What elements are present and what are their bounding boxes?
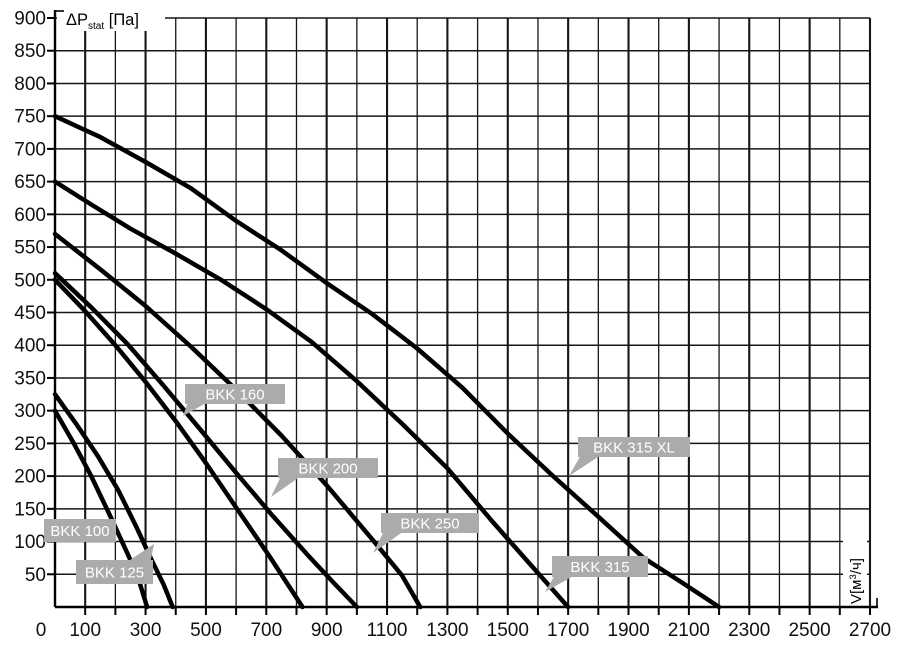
x-tick-label: 900 bbox=[311, 620, 343, 641]
series-label-bkk-100: BKK 100 bbox=[44, 519, 116, 542]
label-text: BKK 200 bbox=[298, 461, 357, 478]
x-tick-label: 100 bbox=[69, 620, 101, 641]
axes bbox=[53, 10, 878, 609]
y-tick-label: 400 bbox=[14, 336, 46, 357]
curve-bkk-200 bbox=[52, 270, 360, 610]
x-tick-label: 1300 bbox=[426, 620, 468, 641]
x-tick-label: 2700 bbox=[849, 620, 891, 641]
y-axis-title: ΔPstat [Па] bbox=[66, 11, 139, 32]
y-tick-label: 900 bbox=[14, 9, 46, 30]
series-label-bkk-160: BKK 160 bbox=[183, 384, 285, 416]
label-pointer bbox=[569, 455, 601, 476]
label-text: BKK 315 bbox=[570, 559, 629, 576]
curve-bkk-250 bbox=[52, 231, 423, 610]
label-box bbox=[44, 519, 116, 542]
label-box bbox=[578, 437, 690, 457]
label-text: BKK 250 bbox=[400, 516, 459, 533]
series-label-bkk-315-xl: BKK 315 XL bbox=[569, 437, 690, 476]
series-label-bkk-125: BKK 125 bbox=[76, 544, 154, 584]
y-tick-label: 50 bbox=[25, 565, 46, 586]
x-tick-label: 1700 bbox=[547, 620, 589, 641]
curve-bkk-125 bbox=[52, 392, 175, 610]
series-labels: BKK 100 BKK 125 BKK 160 BKK 200 BKK 250 BKK 3… bbox=[44, 384, 690, 592]
label-text: BKK 100 bbox=[50, 523, 109, 540]
x-tick-labels: 0 100 300 500 700 900 1100 1300 1500 1700 1900 2100… bbox=[36, 620, 891, 641]
curve-bkk-315 bbox=[52, 179, 571, 610]
y-tick-label: 500 bbox=[14, 270, 46, 291]
label-pointer bbox=[183, 402, 208, 416]
y-axis-label-backdrop bbox=[57, 5, 165, 31]
x-tick-label: 1500 bbox=[487, 620, 529, 641]
curve-bkk-315-xl bbox=[52, 113, 722, 610]
label-box bbox=[185, 384, 285, 404]
y-tick-label: 550 bbox=[14, 238, 46, 259]
x-tick-label: 700 bbox=[250, 620, 282, 641]
label-box bbox=[381, 513, 479, 533]
label-box bbox=[76, 560, 153, 584]
y-tick-label: 700 bbox=[14, 139, 46, 160]
y-tick-label: 450 bbox=[14, 303, 46, 324]
label-text: BKK 315 XL bbox=[593, 440, 675, 457]
x-tick-label: 1900 bbox=[607, 620, 649, 641]
y-tick-label: 750 bbox=[14, 107, 46, 128]
x-tick-label: 1100 bbox=[367, 620, 408, 641]
curve-bkk-160 bbox=[52, 277, 305, 610]
y-tick-label: 200 bbox=[14, 467, 46, 488]
series-label-bkk-250: BKK 250 bbox=[373, 513, 479, 553]
label-text: BKK 125 bbox=[85, 565, 144, 582]
x-axis-label-backdrop bbox=[843, 536, 867, 604]
series-label-bkk-200: BKK 200 bbox=[271, 458, 378, 497]
y-tick-label: 150 bbox=[14, 499, 46, 520]
x-axis-title-group: V[м3/ч] bbox=[848, 558, 865, 604]
label-text: BKK 160 bbox=[205, 387, 264, 404]
label-box bbox=[278, 458, 378, 478]
x-tick-label: 300 bbox=[130, 620, 162, 641]
label-pointer bbox=[373, 531, 404, 553]
y-tick-label: 850 bbox=[14, 41, 46, 62]
x-tick-label: 2300 bbox=[728, 620, 770, 641]
series-label-bkk-315: BKK 315 bbox=[545, 556, 648, 592]
y-tick-label: 300 bbox=[14, 401, 46, 422]
y-tick-label: 100 bbox=[14, 532, 46, 553]
y-tick-labels: 900 850 800 750 700 650 600 550 500 450 400 350 300 2… bbox=[14, 9, 46, 586]
y-tick-label: 250 bbox=[14, 434, 46, 455]
x-tick-label: 2500 bbox=[788, 620, 830, 641]
label-pointer bbox=[271, 476, 301, 497]
x-axis-title: V[м3/ч] bbox=[848, 558, 865, 604]
y-tick-label: 650 bbox=[14, 172, 46, 193]
grid bbox=[55, 17, 872, 607]
x-tick-label: 0 bbox=[36, 620, 47, 641]
y-tick-label: 350 bbox=[14, 368, 46, 389]
x-tick-label: 2100 bbox=[668, 620, 710, 641]
y-tick-label: 600 bbox=[14, 205, 46, 226]
x-tick-label: 500 bbox=[190, 620, 222, 641]
label-box bbox=[552, 556, 648, 577]
y-tick-label: 800 bbox=[14, 74, 46, 95]
label-pointer bbox=[545, 575, 575, 592]
